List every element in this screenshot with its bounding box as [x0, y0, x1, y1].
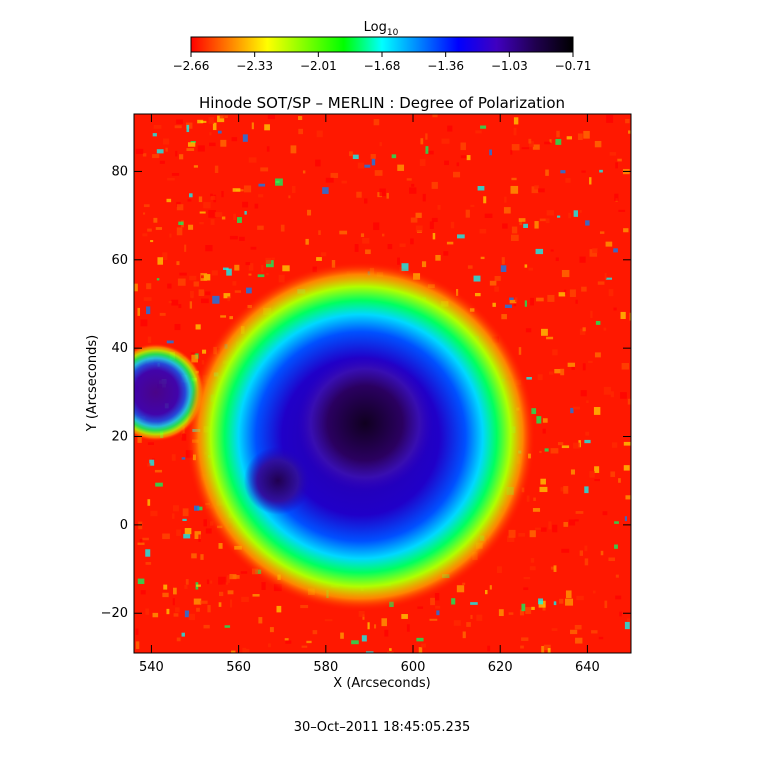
x-tick-label: 600 — [401, 660, 426, 675]
umbra-west-lobe — [243, 446, 312, 515]
y-tick-label: 60 — [111, 253, 128, 268]
timestamp: 30–Oct–2011 18:45:05.235 — [294, 720, 471, 735]
plot-area — [134, 114, 631, 653]
x-axis: 540 560 580 600 620 640 — [139, 114, 600, 675]
colorbar-tick-label: −0.71 — [555, 59, 592, 73]
colorbar-ticks: −2.66 −2.33 −2.01 −1.68 −1.36 −1.03 −0.71 — [173, 52, 592, 73]
x-tick-label: 540 — [139, 660, 164, 675]
y-tick-label: 80 — [111, 164, 128, 179]
chart-title: Hinode SOT/SP – MERLIN : Degree of Polar… — [199, 94, 565, 112]
x-tick-label: 640 — [575, 660, 600, 675]
colorbar-label: Log10 — [364, 20, 399, 38]
colorbar: Log10 −2.66 −2.33 −2.01 −1.68 −1.36 −1.03 −0.7… — [173, 20, 592, 73]
colorbar-tick-label: −1.68 — [364, 59, 401, 73]
plot-frame — [133, 113, 632, 654]
colorbar-tick-label: −1.03 — [491, 59, 528, 73]
x-tick-label: 580 — [313, 660, 338, 675]
y-tick-label: 40 — [111, 341, 128, 356]
x-tick-label: 560 — [226, 660, 251, 675]
colorbar-tick-label: −1.36 — [427, 59, 464, 73]
colorbar-tick-label: −2.66 — [173, 59, 210, 73]
x-axis-label: X (Arcseconds) — [333, 676, 430, 691]
y-axis: −20 0 20 40 60 80 — [101, 164, 631, 621]
y-tick-label: −20 — [101, 606, 128, 621]
y-axis-label: Y (Arcseconds) — [85, 335, 100, 432]
umbra-main — [297, 355, 434, 492]
plage-west — [134, 343, 205, 442]
sunspot-features — [134, 262, 536, 611]
x-tick-label: 620 — [488, 660, 513, 675]
y-tick-label: 20 — [111, 430, 128, 445]
y-tick-label: 0 — [120, 518, 128, 533]
colorbar-tick-label: −2.01 — [300, 59, 337, 73]
colorbar-strip — [190, 36, 574, 53]
colorbar-tick-label: −2.33 — [236, 59, 273, 73]
